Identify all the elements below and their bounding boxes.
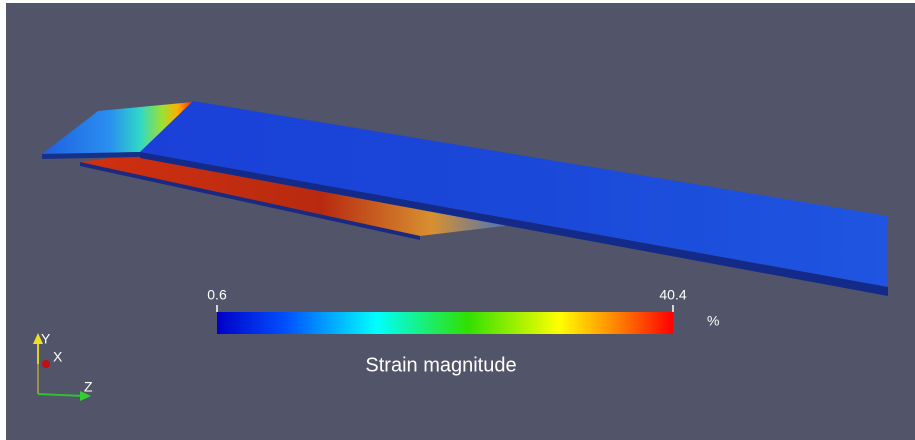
axis-label-z: Z	[84, 379, 93, 395]
colorbar-unit: %	[707, 313, 719, 329]
colorbar	[217, 312, 673, 334]
colorbar-title: Strain magnitude	[365, 354, 516, 376]
axis-label-y: Y	[41, 331, 51, 347]
colorbar-tick-label: 40.4	[659, 287, 686, 303]
colorbar-tick-label: 0.6	[207, 287, 227, 303]
viewport: % Strain magnitude Y X Z 0.6 40.4	[0, 0, 915, 440]
x-axis-dot	[42, 360, 50, 368]
page: % Strain magnitude Y X Z 0.640.4 (() => …	[0, 0, 915, 440]
axis-label-x: X	[53, 349, 63, 365]
